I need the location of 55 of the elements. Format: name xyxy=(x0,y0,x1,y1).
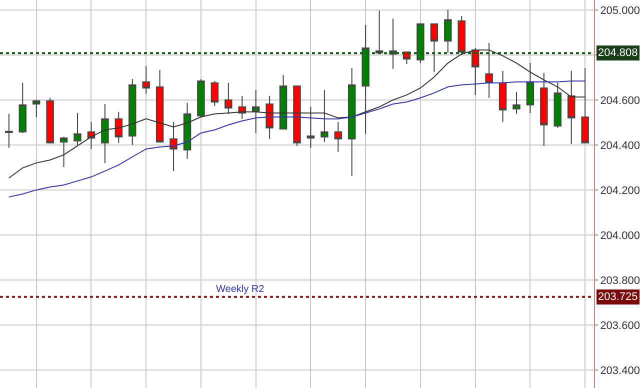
candlestick xyxy=(540,72,548,146)
y-tick-label: 203.400 xyxy=(600,364,640,377)
candlestick xyxy=(444,9,452,54)
line-series xyxy=(8,80,586,198)
y-tick-label: 204.200 xyxy=(600,184,640,197)
candlestick xyxy=(183,102,192,160)
candlestick xyxy=(5,113,13,148)
y-tick-label: 204.000 xyxy=(600,230,640,242)
candlestick xyxy=(581,67,589,144)
candlestick xyxy=(128,78,136,146)
candlestick xyxy=(238,95,246,120)
annotation: 203.725 xyxy=(598,291,638,303)
candlestick xyxy=(142,65,150,94)
candlestick xyxy=(430,23,438,73)
candlestick xyxy=(210,80,219,106)
candlestick xyxy=(114,111,123,144)
candlestick xyxy=(375,10,384,54)
candlestick xyxy=(60,136,68,168)
candlestick xyxy=(416,23,424,64)
candlestick xyxy=(568,70,576,145)
candlestick xyxy=(458,15,466,56)
candlestick xyxy=(224,82,232,114)
candlestick xyxy=(266,95,274,140)
line-series xyxy=(8,49,586,179)
candlestick xyxy=(87,121,96,150)
candlestick xyxy=(526,62,534,114)
candlestick xyxy=(554,82,562,128)
y-tick-label: 203.800 xyxy=(600,274,640,287)
candlestick xyxy=(18,82,26,134)
candlestick xyxy=(252,90,260,134)
candlestick xyxy=(471,47,480,96)
candlestick xyxy=(279,74,288,130)
ref-line-label: Weekly R2 xyxy=(216,284,265,295)
candlestick xyxy=(485,42,493,98)
candlestick xyxy=(498,70,507,122)
candlestick xyxy=(334,121,342,152)
y-tick-label: 203.600 xyxy=(600,320,640,332)
candlestick xyxy=(348,67,356,176)
candlestick xyxy=(512,91,520,114)
y-tick-label: 205.000 xyxy=(600,4,640,17)
annotation: 204.808 xyxy=(598,47,638,59)
candlestick xyxy=(101,103,109,164)
candlestick xyxy=(46,97,54,144)
candlestick xyxy=(362,24,370,134)
y-tick-label: 204.600 xyxy=(600,94,640,107)
candlestick xyxy=(197,78,205,118)
candlestick xyxy=(320,90,328,143)
y-tick-label: 204.400 xyxy=(600,140,640,152)
candlestick xyxy=(170,121,178,172)
candlestick xyxy=(293,85,301,146)
candlestick xyxy=(306,106,315,148)
candlestick xyxy=(156,69,164,143)
candlestick xyxy=(74,112,82,146)
candlestick xyxy=(389,18,397,70)
candlestick xyxy=(32,99,40,118)
